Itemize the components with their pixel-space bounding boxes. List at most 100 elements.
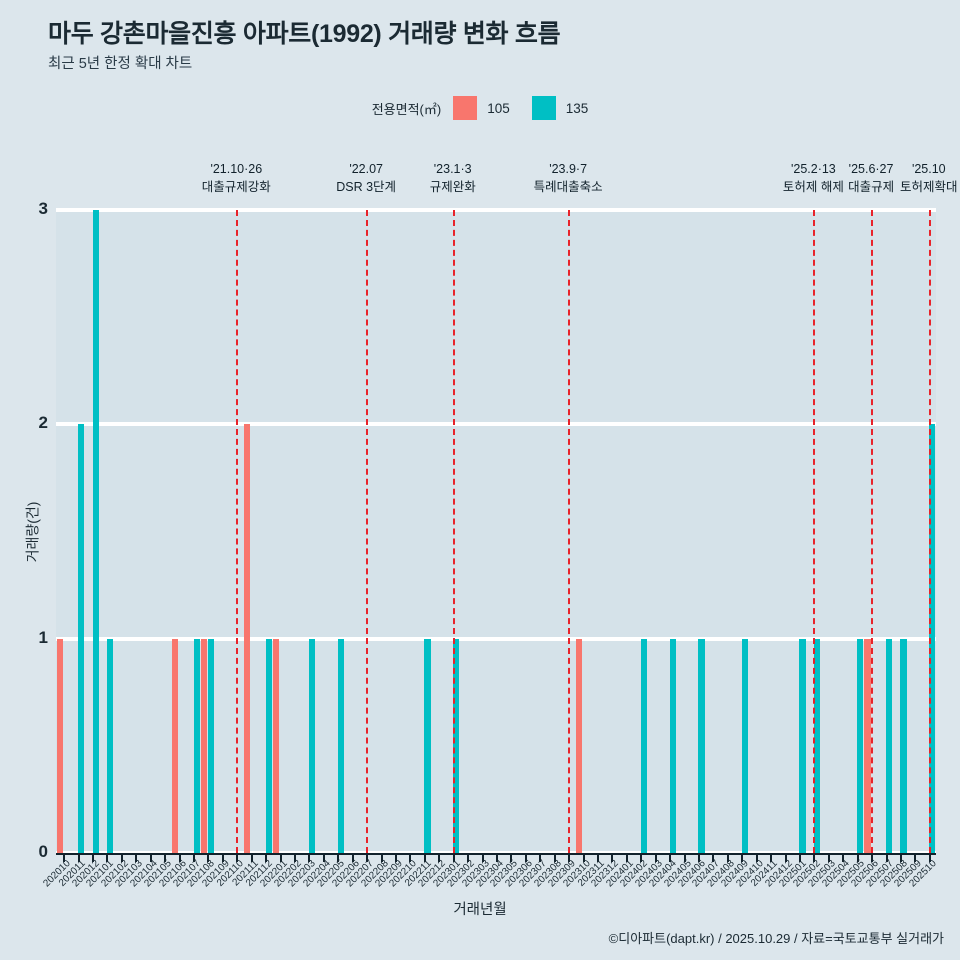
chart-legend: 전용면적(㎡) 105 135	[0, 96, 960, 120]
x-tick	[582, 853, 585, 862]
x-tick	[106, 853, 109, 862]
bar	[857, 638, 864, 853]
x-tick	[481, 853, 484, 862]
legend-label-135: 135	[565, 100, 589, 116]
event-text: 토허제 해제	[782, 180, 844, 195]
y-tick-label: 0	[38, 842, 48, 861]
bar	[698, 638, 705, 853]
gridline	[56, 422, 936, 427]
bar	[929, 424, 936, 853]
x-tick	[856, 853, 859, 862]
x-tick	[120, 853, 123, 862]
page-title: 마두 강촌마을진흥 아파트(1992) 거래량 변화 흐름	[48, 20, 561, 48]
page-subtitle: 최근 5년 한정 확대 차트	[48, 56, 193, 72]
x-tick	[337, 853, 340, 862]
bar	[900, 638, 907, 853]
bar	[244, 424, 251, 853]
bar	[56, 638, 63, 853]
event-line	[568, 210, 571, 853]
event-date: '23.1·3	[433, 162, 472, 176]
x-tick	[712, 853, 715, 862]
x-tick	[899, 853, 902, 862]
x-tick	[568, 853, 571, 862]
x-tick	[755, 853, 758, 862]
event-date: '22.07	[349, 162, 383, 176]
y-tick-label: 1	[38, 627, 48, 647]
footer-credit: ©디아파트(dapt.kr) / 2025.10.29 / 자료=국토교통부 실…	[608, 931, 944, 946]
bar	[799, 638, 806, 853]
x-tick	[409, 853, 412, 862]
event-annotation: '21.10·26 대출규제강화	[202, 160, 271, 196]
x-axis-title: 거래년월	[453, 902, 507, 918]
x-tick	[640, 853, 643, 862]
bar	[575, 638, 583, 853]
event-line	[366, 210, 369, 853]
bar	[813, 638, 821, 853]
event-date: '25.2·13	[790, 162, 836, 176]
x-tick	[871, 853, 874, 862]
x-axis-ticks	[56, 853, 936, 863]
x-tick	[770, 853, 773, 862]
x-tick	[380, 853, 383, 862]
event-line	[871, 210, 874, 853]
x-tick	[207, 853, 210, 862]
legend-swatch-105	[453, 96, 478, 120]
x-tick	[467, 853, 470, 862]
bar	[193, 638, 200, 853]
x-tick	[221, 853, 224, 862]
x-tick	[827, 853, 830, 862]
event-date: '23.9·7	[549, 162, 588, 176]
legend-title: 전용면적(㎡)	[371, 101, 442, 117]
y-tick-label: 2	[38, 413, 48, 433]
legend-swatch-135	[531, 96, 556, 120]
x-tick	[149, 853, 152, 862]
x-tick	[63, 853, 66, 862]
event-text: 규제완화	[429, 180, 476, 195]
x-tick	[553, 853, 556, 862]
bar	[207, 638, 215, 853]
x-tick	[784, 853, 787, 862]
event-text: DSR 3단계	[336, 180, 397, 195]
event-line	[813, 210, 816, 853]
x-tick	[366, 853, 369, 862]
event-date: '25.6·27	[848, 162, 894, 176]
x-tick	[928, 853, 931, 862]
x-tick	[92, 853, 95, 862]
x-tick	[669, 853, 672, 862]
event-annotation: '25.6·27 대출규제	[848, 160, 894, 196]
gridline	[56, 636, 936, 641]
bar	[308, 638, 316, 853]
bar	[92, 210, 99, 853]
x-tick	[423, 853, 426, 862]
bar	[669, 638, 676, 853]
x-tick	[813, 853, 816, 862]
bar	[106, 638, 114, 853]
x-tick	[265, 853, 268, 862]
x-tick	[625, 853, 628, 862]
x-tick	[452, 853, 455, 862]
x-tick	[236, 853, 239, 862]
x-tick	[395, 853, 398, 862]
x-tick	[654, 853, 657, 862]
x-tick	[279, 853, 282, 862]
x-tick	[697, 853, 700, 862]
event-annotation: '23.9·7 특례대출축소	[534, 160, 603, 196]
x-tick	[683, 853, 686, 862]
x-tick	[914, 853, 917, 862]
event-line	[928, 210, 931, 853]
x-tick	[596, 853, 599, 862]
event-text: 특례대출축소	[533, 180, 603, 195]
y-axis-title: 거래량(건)	[24, 501, 41, 562]
event-text: 대출규제강화	[201, 180, 271, 195]
x-tick	[842, 853, 845, 862]
event-annotation: '25.10 토허제확대	[900, 160, 958, 196]
event-date: '25.10	[911, 162, 946, 176]
event-annotation: '22.07 DSR 3단계	[336, 160, 396, 196]
event-text: 토허제확대	[900, 180, 958, 195]
bar	[424, 638, 431, 853]
x-tick	[135, 853, 138, 862]
bar	[171, 638, 179, 853]
x-tick	[294, 853, 297, 862]
bar	[864, 638, 871, 853]
